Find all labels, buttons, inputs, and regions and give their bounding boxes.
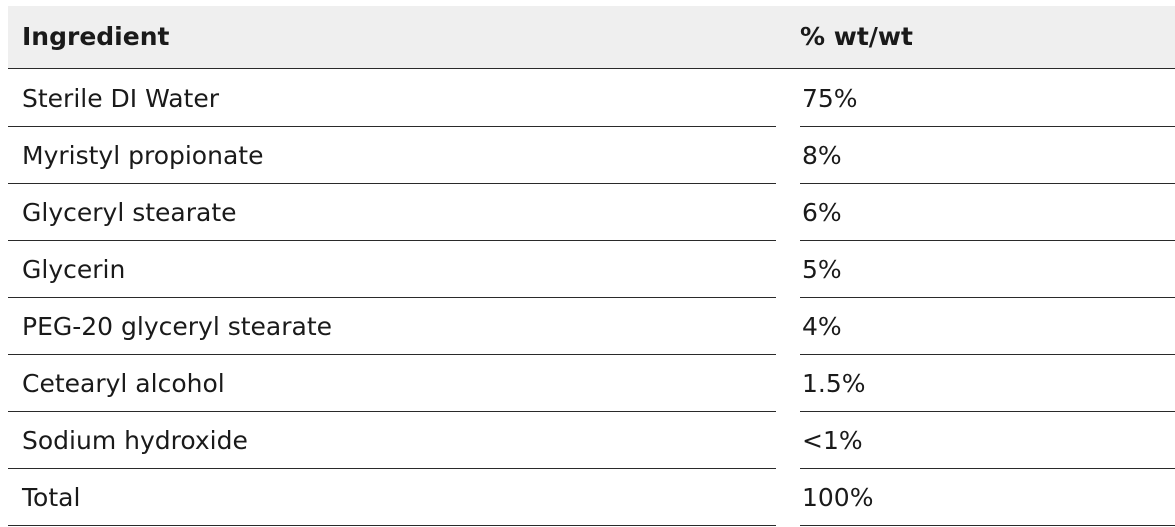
table-row: Sodium hydroxide <1% xyxy=(0,412,1175,469)
percent-cell: 8% xyxy=(802,141,842,170)
row-divider xyxy=(800,297,1175,298)
ingredient-cell: Myristyl propionate xyxy=(22,141,264,170)
ingredient-cell: Total xyxy=(22,483,81,512)
table-row: Sterile DI Water 75% xyxy=(0,70,1175,127)
ingredient-cell: PEG-20 glyceryl stearate xyxy=(22,312,333,341)
percent-cell: 4% xyxy=(802,312,842,341)
row-divider xyxy=(800,525,1175,526)
percent-cell: 6% xyxy=(802,198,842,227)
row-divider xyxy=(800,468,1175,469)
percent-cell: 100% xyxy=(802,483,874,512)
percent-cell: 5% xyxy=(802,255,842,284)
table-row: Cetearyl alcohol 1.5% xyxy=(0,355,1175,412)
row-divider xyxy=(800,183,1175,184)
header-percent-wt: % wt/wt xyxy=(800,22,913,51)
row-divider xyxy=(8,468,776,469)
row-divider xyxy=(8,411,776,412)
percent-cell: <1% xyxy=(802,426,863,455)
row-divider xyxy=(800,411,1175,412)
ingredient-cell: Sodium hydroxide xyxy=(22,426,248,455)
table-row: Myristyl propionate 8% xyxy=(0,127,1175,184)
row-divider xyxy=(800,354,1175,355)
row-divider xyxy=(8,354,776,355)
row-divider xyxy=(8,126,776,127)
ingredient-cell: Glyceryl stearate xyxy=(22,198,237,227)
table-row: Total 100% xyxy=(0,469,1175,526)
table-row: Glycerin 5% xyxy=(0,241,1175,298)
row-divider xyxy=(8,297,776,298)
ingredient-cell: Cetearyl alcohol xyxy=(22,369,225,398)
header-ingredient: Ingredient xyxy=(22,22,170,51)
row-divider xyxy=(8,525,776,526)
ingredient-cell: Sterile DI Water xyxy=(22,84,220,113)
table-row: PEG-20 glyceryl stearate 4% xyxy=(0,298,1175,355)
row-divider xyxy=(8,183,776,184)
row-divider xyxy=(8,240,776,241)
table-header: Ingredient % wt/wt xyxy=(8,6,1175,69)
row-divider xyxy=(800,240,1175,241)
table-row: Glyceryl stearate 6% xyxy=(0,184,1175,241)
percent-cell: 1.5% xyxy=(802,369,866,398)
percent-cell: 75% xyxy=(802,84,858,113)
ingredient-cell: Glycerin xyxy=(22,255,126,284)
row-divider xyxy=(800,126,1175,127)
